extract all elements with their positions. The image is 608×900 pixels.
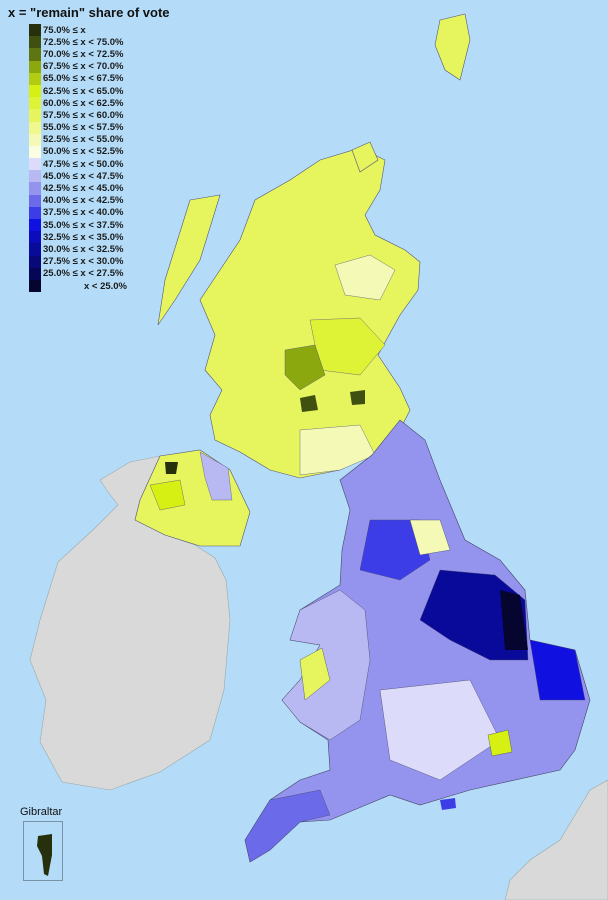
england-area [409,519,451,556]
legend-label: 67.5% ≤ x < 70.0% [43,61,124,73]
legend-swatch [29,109,41,122]
england-area [379,679,501,781]
scotland-area [334,254,396,301]
gibraltar-label: Gibraltar [20,806,63,818]
legend-label: 65.0% ≤ x < 67.5% [43,73,124,85]
legend-label: 72.5% ≤ x < 75.0% [43,36,124,48]
legend-swatch [29,84,41,98]
legend-swatch [29,243,41,256]
legend-item: 40.0% ≤ x < 42.5% [29,194,133,207]
legend-swatch [29,48,41,61]
legend-swatch [29,72,41,85]
scotland-area [300,395,318,412]
ni-area [149,479,186,511]
gibraltar-inset [23,821,63,881]
legend-swatch [29,194,41,207]
legend-label: 57.5% ≤ x < 60.0% [43,109,124,121]
legend-swatch [29,36,41,49]
legend-label: 37.5% ≤ x < 40.0% [43,207,124,219]
gibraltar-shape [37,834,52,876]
legend-label: 50.0% ≤ x < 52.5% [43,146,124,158]
legend-label: 30.0% ≤ x < 32.5% [43,243,124,255]
legend-item: 72.5% ≤ x < 75.0% [29,36,133,49]
legend-item: 52.5% ≤ x < 55.0% [29,133,133,146]
legend-swatch [29,24,41,37]
ni-area [165,462,178,474]
legend-swatch [29,279,41,293]
legend-item: 50.0% ≤ x < 52.5% [29,145,133,159]
legend-swatch [29,267,41,280]
scotland [199,147,421,479]
legend-label: 45.0% ≤ x < 47.5% [43,170,124,182]
legend-item: 45.0% ≤ x < 47.5% [29,170,133,183]
scotland-area [299,424,376,476]
legend-swatch [29,219,41,232]
legend-swatch [29,133,41,146]
legend-item: 65.0% ≤ x < 67.5% [29,72,133,85]
legend-label: 42.5% ≤ x < 45.0% [43,183,124,195]
orkney [351,141,379,173]
england-area [244,789,331,863]
legend-title: x = "remain" share of vote [8,5,170,20]
legend-swatch [29,206,41,219]
legend-label: 25.0% ≤ x < 27.5% [43,268,124,280]
legend-swatch [29,60,41,73]
legend-item: 57.5% ≤ x < 60.0% [29,109,133,122]
scotland-area [350,390,365,405]
legend-swatch [29,170,41,183]
legend-swatch [29,121,41,134]
legend-label: 32.5% ≤ x < 35.0% [43,231,124,243]
western-isles [157,194,221,326]
legend-item: 47.5% ≤ x < 50.0% [29,158,133,171]
legend-label: 35.0% ≤ x < 37.5% [43,219,124,231]
legend-item: 37.5% ≤ x < 40.0% [29,206,133,219]
legend-label: 40.0% ≤ x < 42.5% [43,195,124,207]
legend-label: 70.0% ≤ x < 72.5% [43,48,124,60]
legend-label: 75.0% ≤ x [43,24,86,36]
legend-swatch [29,97,41,110]
legend-label: 52.5% ≤ x < 55.0% [43,134,124,146]
legend-swatch [29,158,41,171]
legend-label: 60.0% ≤ x < 62.5% [43,97,124,109]
legend-item: 55.0% ≤ x < 57.5% [29,121,133,134]
continent-landmass [504,779,608,900]
legend-label: 62.5% ≤ x < 65.0% [43,85,124,97]
legend-label: x < 25.0% [83,280,127,292]
wales-area [299,647,331,701]
shetland [434,13,471,81]
legend-item: 75.0% ≤ x [29,24,133,37]
legend-label: 27.5% ≤ x < 30.0% [43,256,124,268]
legend: 75.0% ≤ x 72.5% ≤ x < 75.0% 70.0% ≤ x < 72… [29,24,133,293]
legend-item: 42.5% ≤ x < 45.0% [29,182,133,195]
legend-label: 47.5% ≤ x < 50.0% [43,158,124,170]
scotland-area [284,344,326,391]
legend-item: 62.5% ≤ x < 65.0% [29,84,133,98]
legend-label: 55.0% ≤ x < 57.5% [43,122,124,134]
legend-item: 70.0% ≤ x < 72.5% [29,48,133,61]
ni-area [199,451,233,501]
legend-swatch [29,182,41,195]
legend-swatch [29,145,41,159]
isle-of-wight [440,798,456,810]
legend-item: 35.0% ≤ x < 37.5% [29,219,133,232]
london [487,729,513,757]
legend-item: 32.5% ≤ x < 35.0% [29,231,133,244]
legend-swatch [29,255,41,268]
england-area [500,590,528,650]
england-area [529,639,586,701]
legend-swatch [29,231,41,244]
legend-item: 60.0% ≤ x < 62.5% [29,97,133,110]
legend-item: x < 25.0% [29,279,133,293]
legend-item: 30.0% ≤ x < 32.5% [29,243,133,256]
legend-item: 67.5% ≤ x < 70.0% [29,60,133,73]
legend-item: 25.0% ≤ x < 27.5% [29,267,133,280]
legend-item: 27.5% ≤ x < 30.0% [29,255,133,268]
